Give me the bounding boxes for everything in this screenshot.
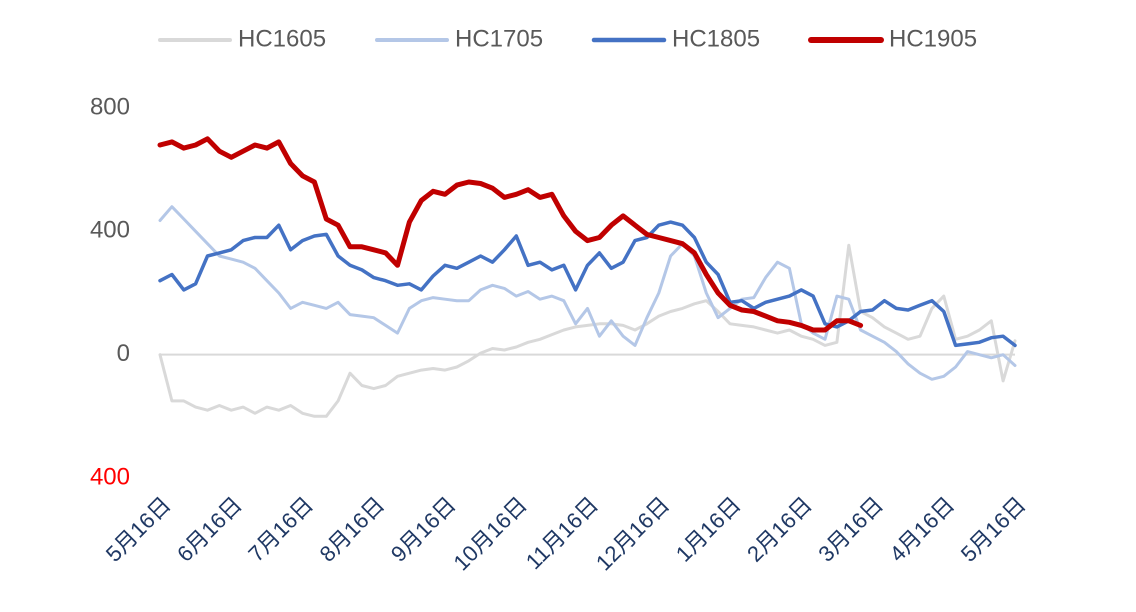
x-tick-label: 3月16日 <box>813 492 888 567</box>
series-line <box>158 205 1017 381</box>
y-tick-label: 400 <box>90 217 130 244</box>
series-line <box>158 243 1017 418</box>
x-tick-label: 10月16日 <box>448 492 531 575</box>
x-tick-label: 7月16日 <box>243 492 318 567</box>
x-tick-label: 12月16日 <box>591 492 674 575</box>
x-tick-label: 8月16日 <box>315 492 390 567</box>
x-tick-label: 4月16日 <box>885 492 960 567</box>
series-line <box>157 136 864 333</box>
legend-label: HC1605 <box>238 25 326 52</box>
y-tick-label: 400 <box>90 463 130 490</box>
legend-label: HC1805 <box>672 25 760 52</box>
y-tick-label: 800 <box>90 93 130 120</box>
x-tick-label: 5月16日 <box>956 492 1031 567</box>
legend-label: HC1905 <box>889 25 977 52</box>
x-tick-label: 1月16日 <box>671 492 746 567</box>
x-tick-label: 2月16日 <box>742 492 817 567</box>
legend-label: HC1705 <box>455 25 543 52</box>
y-tick-label: 0 <box>117 340 130 367</box>
x-tick-label: 5月16日 <box>101 492 176 567</box>
x-tick-label: 11月16日 <box>521 492 603 574</box>
series-line <box>158 220 1017 348</box>
x-tick-label: 6月16日 <box>172 492 247 567</box>
